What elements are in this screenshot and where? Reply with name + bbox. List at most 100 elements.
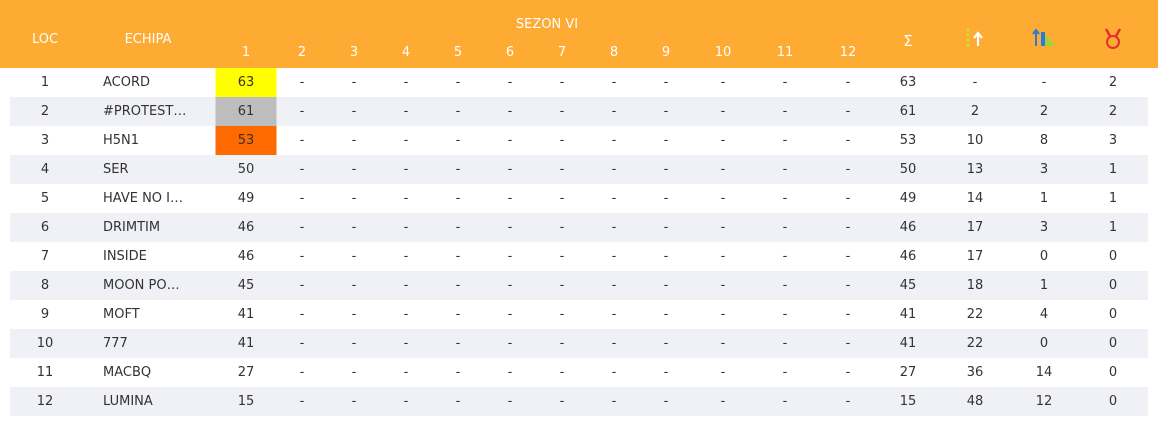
- loc-header[interactable]: LOC: [31, 32, 59, 47]
- cell: -: [845, 249, 851, 264]
- cell: -: [507, 104, 513, 119]
- cell: 15: [899, 394, 917, 409]
- cell: 46: [899, 220, 917, 235]
- cell: -: [611, 249, 617, 264]
- team-name[interactable]: ACORD: [103, 75, 151, 90]
- team-name[interactable]: MOFT: [103, 307, 140, 322]
- cell: -: [455, 75, 461, 90]
- team-header[interactable]: ECHIPA: [124, 32, 172, 47]
- cell: -: [351, 162, 357, 177]
- round-header[interactable]: 4: [401, 45, 411, 60]
- team-name[interactable]: H5N1: [103, 133, 140, 148]
- cell: 10: [36, 336, 54, 351]
- round-header[interactable]: 1: [241, 45, 251, 60]
- team-name[interactable]: #PROTEST…: [103, 104, 187, 119]
- cell: -: [455, 133, 461, 148]
- round-header[interactable]: 9: [661, 45, 671, 60]
- cell: 49: [237, 191, 255, 206]
- cell: -: [720, 162, 726, 177]
- team-name[interactable]: INSIDE: [103, 249, 147, 264]
- cell: -: [611, 220, 617, 235]
- rank-change-icon[interactable]: [1032, 28, 1054, 50]
- cell: -: [299, 104, 305, 119]
- cell: -: [351, 133, 357, 148]
- cell: -: [299, 394, 305, 409]
- cell: 0: [1108, 278, 1118, 293]
- cell: -: [299, 75, 305, 90]
- team-name[interactable]: 777: [103, 336, 128, 351]
- round-header[interactable]: 6: [505, 45, 515, 60]
- cell: 1: [1108, 162, 1118, 177]
- cell: -: [455, 336, 461, 351]
- table-row: 1 ACORD 63 - - - - - - - - - - - 63 - - 2: [10, 68, 1148, 97]
- cell: -: [720, 220, 726, 235]
- cell: -: [455, 307, 461, 322]
- cell: -: [663, 365, 669, 380]
- table-row: 10 777 41 - - - - - - - - - - - 41 22 0 0: [10, 329, 1148, 358]
- cell: 5: [40, 191, 50, 206]
- team-name[interactable]: HAVE NO I…: [103, 191, 183, 206]
- cell: 3: [1108, 133, 1118, 148]
- round-header[interactable]: 2: [297, 45, 307, 60]
- cell: -: [720, 307, 726, 322]
- table-row: 6 DRIMTIM 46 - - - - - - - - - - - 46 17 3 1: [10, 213, 1148, 242]
- points-gap-icon[interactable]: [964, 28, 986, 50]
- medals-icon[interactable]: [1102, 28, 1124, 50]
- cell: -: [663, 75, 669, 90]
- team-name[interactable]: MACBQ: [103, 365, 152, 380]
- round-header[interactable]: 8: [609, 45, 619, 60]
- table-header: LOC ECHIPA SEZON VI Σ 1 2 3 4 5 6 7 8 9 10 11 12: [0, 0, 1158, 68]
- cell: -: [663, 307, 669, 322]
- cell: -: [455, 191, 461, 206]
- cell: 0: [1108, 307, 1118, 322]
- round-header[interactable]: 7: [557, 45, 567, 60]
- round-header[interactable]: 10: [714, 45, 732, 60]
- cell: -: [455, 162, 461, 177]
- cell: -: [403, 162, 409, 177]
- cell: -: [720, 133, 726, 148]
- cell: -: [611, 75, 617, 90]
- cell: -: [351, 104, 357, 119]
- cell: -: [559, 133, 565, 148]
- cell: -: [299, 133, 305, 148]
- cell: -: [663, 336, 669, 351]
- cell: -: [611, 336, 617, 351]
- cell: -: [663, 191, 669, 206]
- team-name[interactable]: LUMINA: [103, 394, 153, 409]
- cell: -: [403, 365, 409, 380]
- round-header[interactable]: 5: [453, 45, 463, 60]
- table-row: 5 HAVE NO I… 49 - - - - - - - - - - - 49 14 1 1: [10, 184, 1148, 213]
- round-header[interactable]: 3: [349, 45, 359, 60]
- cell: -: [299, 336, 305, 351]
- cell: -: [611, 278, 617, 293]
- cell: 22: [966, 307, 984, 322]
- cell: 1: [1108, 191, 1118, 206]
- team-name[interactable]: SER: [103, 162, 129, 177]
- cell: -: [403, 104, 409, 119]
- cell: 1: [1108, 220, 1118, 235]
- cell: -: [782, 394, 788, 409]
- cell: 50: [899, 162, 917, 177]
- cell: -: [507, 336, 513, 351]
- cell: -: [782, 75, 788, 90]
- cell: 50: [237, 162, 255, 177]
- cell: 1: [1039, 278, 1049, 293]
- cell: -: [507, 75, 513, 90]
- cell: 41: [237, 336, 255, 351]
- cell: -: [782, 278, 788, 293]
- cell: -: [507, 278, 513, 293]
- team-name[interactable]: MOON PO…: [103, 278, 180, 293]
- round-header[interactable]: 12: [839, 45, 857, 60]
- cell: -: [845, 191, 851, 206]
- cell: 27: [899, 365, 917, 380]
- cell: -: [559, 191, 565, 206]
- team-name[interactable]: DRIMTIM: [103, 220, 161, 235]
- cell: 3: [40, 133, 50, 148]
- cell: 14: [966, 191, 984, 206]
- cell: 7: [40, 249, 50, 264]
- round-header[interactable]: 11: [776, 45, 794, 60]
- cell: -: [403, 278, 409, 293]
- sum-header[interactable]: Σ: [903, 32, 913, 50]
- cell: 41: [899, 307, 917, 322]
- cell: -: [559, 104, 565, 119]
